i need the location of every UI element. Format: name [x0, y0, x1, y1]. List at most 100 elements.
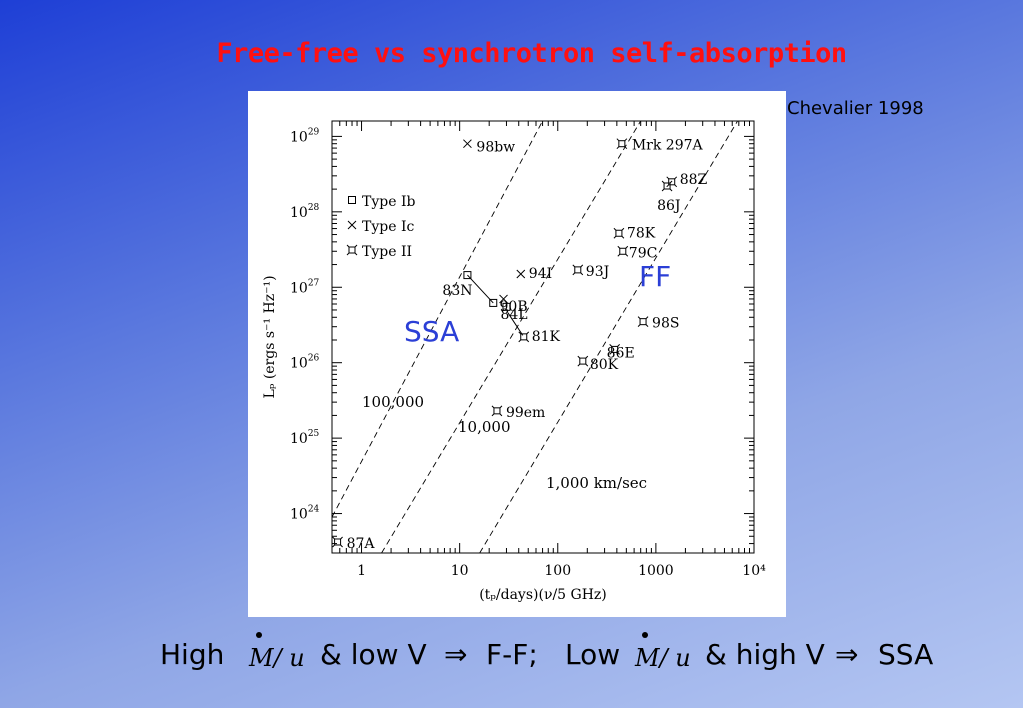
y-tick-exponent: 25 — [308, 429, 320, 439]
point-81K-whiskers — [518, 331, 530, 343]
point-98S-whiskers — [637, 316, 649, 328]
point-label: 99em — [506, 405, 545, 421]
point-label: 93J — [586, 264, 609, 280]
point-87A-shape — [334, 538, 342, 546]
legend-marker — [348, 196, 356, 204]
x-tick-label: 1000 — [638, 563, 674, 579]
point-label: 98S — [652, 316, 679, 332]
caption-low: Low — [565, 638, 621, 671]
y-tick-label: 1029 — [290, 127, 320, 145]
x-tick-label: 10 — [451, 563, 469, 579]
point-86E-whiskers — [609, 344, 621, 355]
point-88Z — [666, 176, 678, 188]
point-label: Mrk 297A — [632, 138, 704, 154]
point-84L — [502, 302, 511, 311]
annotation-ssa: SSA — [404, 315, 459, 348]
point-90B-shape — [499, 294, 508, 304]
point-80K — [577, 355, 589, 367]
legend-marker — [346, 244, 358, 256]
citation: Chevalier 1998 — [787, 98, 924, 119]
x-tick-label: 10⁴ — [742, 563, 766, 579]
point-87A-whiskers — [332, 536, 343, 548]
point-88Z-whiskers — [666, 176, 678, 188]
point-93J-shape — [574, 266, 582, 274]
point-Mrk-297A-whiskers — [616, 138, 628, 150]
point-80K-whiskers — [577, 355, 589, 367]
point-94I-shape — [516, 269, 526, 279]
velocity-label-1000: 1,000 km/sec — [546, 474, 647, 492]
point-98S — [637, 316, 649, 328]
y-axis-label: Lₚ (ergs s⁻¹ Hz⁻¹) — [262, 275, 278, 398]
point-label: 80K — [590, 357, 619, 373]
point-label: 84L — [500, 307, 527, 323]
point-87A — [332, 536, 343, 548]
chart-panel: 1 10 100 1000 10⁴ 1024 1025 1026 1027 1028 1029 (tₚ… — [248, 91, 786, 617]
legend-marker-shape — [348, 196, 356, 204]
point-label: 98bw — [476, 140, 515, 156]
point-79C-shape — [619, 247, 627, 255]
bottom-caption: High M/ u & low V ⇒ F-F; Low M/ u & high… — [0, 632, 1023, 692]
point-79C — [617, 245, 629, 257]
point-label: 86E — [607, 345, 635, 361]
implies-arrow-1: ⇒ — [444, 638, 468, 671]
legend-marker-whiskers — [346, 244, 358, 256]
point-Mrk-297A-shape — [618, 140, 626, 148]
point-78K-shape — [615, 229, 623, 237]
point-SN-Ib — [489, 298, 498, 307]
mass-loss-dot-1 — [256, 632, 262, 638]
point-label: 81K — [532, 329, 561, 345]
point-78K — [613, 227, 625, 239]
point-label: 79C — [629, 245, 658, 261]
velocity-line — [381, 121, 642, 553]
y-tick-exponent: 29 — [308, 127, 320, 137]
legend-label: Type Ic — [362, 219, 414, 235]
point-86E — [609, 344, 621, 355]
velocity-lines — [332, 121, 738, 553]
point-86J — [661, 180, 673, 192]
y-tick-exponent: 24 — [308, 505, 320, 515]
x-axis-label: (tₚ/days)(ν/5 GHz) — [479, 587, 607, 603]
point-79C-whiskers — [617, 245, 629, 257]
mass-loss-ratio-2: M/ u — [635, 644, 691, 672]
point-99em-shape — [493, 407, 501, 415]
x-tick-label: 1 — [357, 563, 366, 579]
point-84L-shape — [502, 302, 511, 311]
implies-arrow-2: ⇒ — [835, 638, 859, 671]
velocity-label-10000: 10,000 — [458, 418, 511, 436]
point-81K-shape — [520, 333, 528, 341]
point-label: 87A — [347, 536, 376, 552]
y-tick-label: 1025 — [290, 429, 320, 447]
mass-loss-dot-2 — [642, 632, 648, 638]
point-label: 86J — [657, 198, 680, 214]
point-83N-shape — [463, 271, 472, 280]
velocity-line — [479, 121, 738, 553]
caption-high: High — [160, 638, 225, 671]
caption-high-v: & high V — [705, 638, 825, 671]
mass-loss-ratio-1: M/ u — [249, 644, 305, 672]
point-Mrk-297A — [616, 138, 628, 150]
velocity-line — [332, 121, 543, 518]
x-tick-label: 100 — [544, 563, 571, 579]
point-99em-whiskers — [491, 405, 503, 417]
y-tick-label: 1027 — [290, 278, 320, 296]
point-78K-whiskers — [613, 227, 625, 239]
caption-ff: F-F; — [486, 638, 538, 671]
point-86J-shape — [663, 182, 671, 190]
point-label: 88Z — [680, 172, 708, 188]
y-tick-exponent: 28 — [308, 203, 320, 213]
y-tick-label: 1026 — [290, 354, 320, 372]
luminosity-time-chart: 1 10 100 1000 10⁴ 1024 1025 1026 1027 1028 1029 (tₚ… — [262, 120, 766, 603]
point-label: 83N — [442, 283, 472, 299]
point-SN-Ib-shape — [489, 298, 498, 307]
slide-title: Free-free vs synchrotron self-absorption — [216, 38, 847, 69]
legend-marker-shape — [348, 246, 356, 254]
point-86E-shape — [611, 345, 619, 353]
caption-ssa: SSA — [878, 638, 934, 671]
velocity-label-100000: 100,000 — [362, 393, 424, 411]
annotation-ff: FF — [639, 260, 671, 293]
legend-label: Type Ib — [362, 194, 415, 210]
y-tick-label: 1024 — [290, 505, 320, 523]
connector-line — [507, 312, 524, 336]
point-label: 94I — [529, 266, 552, 282]
y-tick-exponent: 27 — [308, 278, 320, 288]
